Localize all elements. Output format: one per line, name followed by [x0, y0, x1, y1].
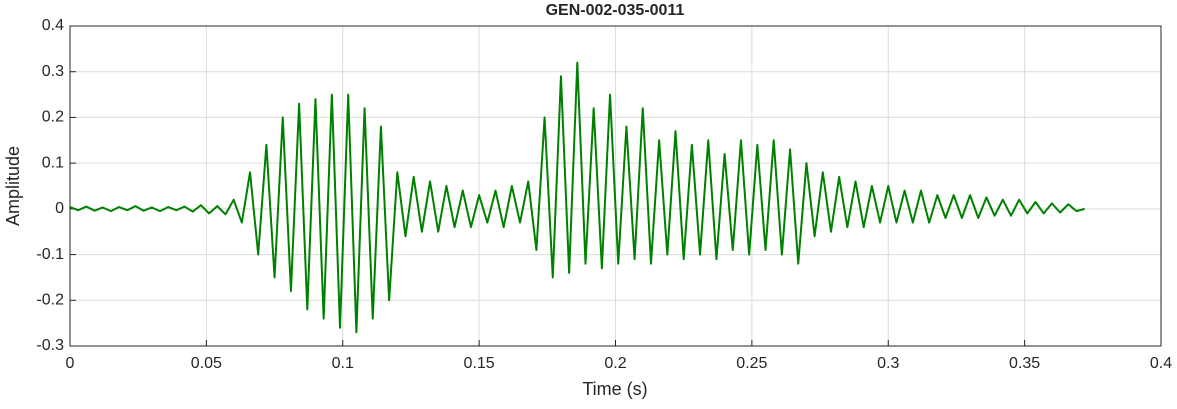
x-tick-label: 0.2: [604, 355, 626, 372]
x-tick-label: 0.3: [877, 355, 899, 372]
plot-frame: [69, 25, 1162, 347]
x-tick-label: 0.05: [191, 355, 222, 372]
y-tick-label: 0: [55, 200, 64, 217]
y-axis-label: Amplitude: [3, 146, 23, 226]
y-tick-label: 0.3: [42, 63, 64, 80]
y-tick-label: -0.2: [36, 292, 64, 309]
x-tick-label: 0.1: [332, 355, 354, 372]
chart-title: GEN-002-035-0011: [546, 2, 685, 19]
y-tick-label: -0.1: [36, 246, 64, 263]
waveform-line: [69, 61, 1085, 334]
x-tick-label: 0.15: [464, 355, 495, 372]
y-tick-label: 0.1: [42, 154, 64, 171]
y-tick-label: -0.3: [36, 337, 64, 354]
x-axis-label: Time (s): [582, 379, 647, 399]
x-tick-label: 0: [66, 355, 75, 372]
y-tick-label: 0.4: [42, 17, 64, 34]
y-tick-label: 0.2: [42, 109, 64, 126]
x-tick-label: 0.4: [1150, 355, 1172, 372]
x-tick-label: 0.35: [1009, 355, 1040, 372]
x-tick-label: 0.25: [736, 355, 767, 372]
